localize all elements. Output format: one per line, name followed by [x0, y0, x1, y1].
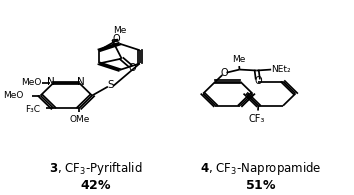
Text: N: N [47, 77, 55, 87]
Text: $\bf{42\%}$: $\bf{42\%}$ [80, 179, 111, 192]
Text: F₃C: F₃C [25, 105, 40, 114]
Text: OMe: OMe [70, 115, 90, 124]
Text: NEt₂: NEt₂ [271, 65, 291, 74]
Text: Me: Me [232, 55, 245, 64]
Text: $\bf{4}$, CF$_3$-Napropamide: $\bf{4}$, CF$_3$-Napropamide [200, 160, 321, 177]
Text: O: O [220, 68, 228, 78]
Text: MeO: MeO [22, 78, 42, 87]
Text: $\bf{51\%}$: $\bf{51\%}$ [245, 179, 276, 192]
Text: CF₃: CF₃ [249, 114, 265, 124]
Text: $\bf{3}$, CF$_3$-Pyriftalid: $\bf{3}$, CF$_3$-Pyriftalid [49, 160, 142, 177]
Text: O: O [113, 34, 120, 43]
Text: Me: Me [113, 26, 126, 35]
Text: O: O [128, 63, 136, 73]
Text: O: O [255, 76, 263, 86]
Text: S: S [108, 80, 114, 90]
Text: MeO: MeO [4, 91, 24, 100]
Text: N: N [77, 77, 85, 87]
